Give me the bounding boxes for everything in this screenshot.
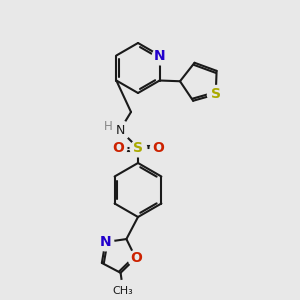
Text: N: N	[154, 49, 166, 62]
Text: S: S	[211, 87, 221, 101]
Text: N: N	[115, 124, 125, 136]
Text: O: O	[112, 141, 124, 155]
Text: O: O	[130, 251, 142, 265]
Text: H: H	[103, 119, 112, 133]
Text: O: O	[152, 141, 164, 155]
Text: N: N	[100, 235, 111, 249]
Text: S: S	[133, 141, 143, 155]
Text: CH₃: CH₃	[113, 286, 134, 296]
